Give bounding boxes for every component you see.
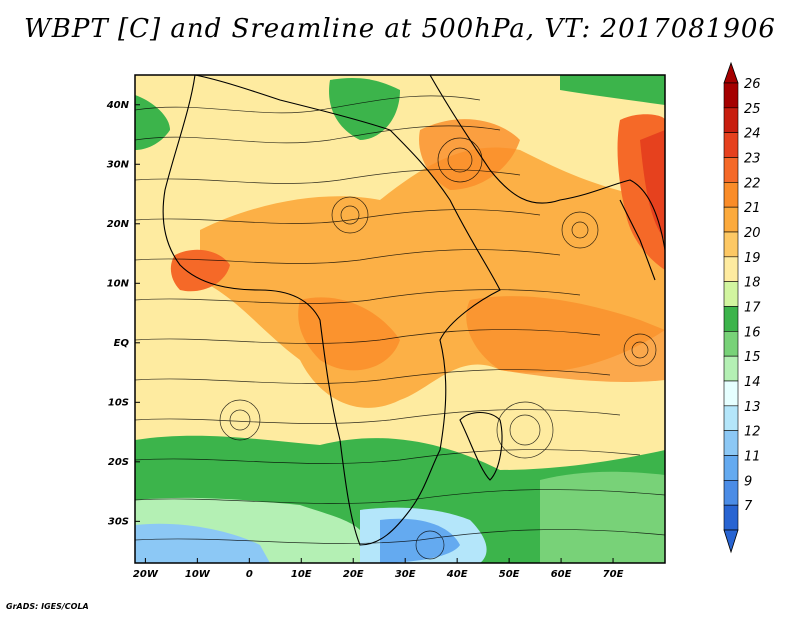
colorbar-segment — [723, 455, 739, 481]
colorbar-label: 20 — [744, 226, 761, 241]
colorbar-label: 26 — [744, 77, 761, 92]
lat-label-10n: 10N — [107, 278, 130, 289]
longitude-labels: 20W 10W 0 10E 20E 30E 40E 50E 60E 70E — [133, 558, 624, 580]
latitude-labels: 40N 30N 20N 10N EQ 10S 20S 30S — [106, 100, 140, 527]
map-frame — [134, 74, 666, 564]
colorbar-label: 23 — [744, 152, 761, 167]
colorbar-bottom-arrow — [723, 529, 739, 554]
colorbar-segment — [723, 405, 739, 431]
colorbar-label: 14 — [744, 375, 761, 390]
colorbar-segment — [723, 380, 739, 407]
colorbar-top-arrow — [723, 61, 739, 84]
colorbar-label: 22 — [744, 176, 761, 191]
colorbar-segment — [723, 132, 739, 158]
lon-label-20e: 20E — [343, 569, 364, 580]
credit-text: GrADS: IGES/COLA — [6, 602, 89, 611]
colorbar-segment — [723, 182, 739, 208]
colorbar-label: 13 — [744, 400, 761, 415]
lat-label-30n: 30N — [107, 159, 130, 170]
colorbar-segment — [723, 256, 739, 282]
colorbar-segment — [723, 231, 739, 258]
lon-label-40e: 40E — [446, 569, 468, 580]
colorbar-label: 24 — [744, 127, 761, 142]
colorbar-segment — [723, 206, 739, 233]
colorbar-label: 9 — [744, 474, 752, 489]
colorbar-label: 19 — [744, 251, 761, 266]
colorbar-label: 17 — [744, 301, 761, 316]
lat-label-20s: 20S — [108, 457, 129, 468]
colorbar-label: 7 — [744, 499, 753, 514]
colorbar-label: 18 — [744, 276, 761, 291]
lat-label-30s: 30S — [108, 516, 129, 527]
colorbar-segment — [723, 82, 739, 109]
colorbar-segment — [723, 281, 739, 307]
colorbar-segment — [723, 157, 739, 183]
colorbar-segment — [723, 504, 739, 531]
colorbar-segment — [723, 331, 739, 357]
lon-label-50e: 50E — [499, 569, 520, 580]
lat-label-20n: 20N — [107, 219, 130, 230]
colorbar-label: 21 — [744, 201, 761, 216]
lon-label-70e: 70E — [603, 569, 624, 580]
lon-label-0: 0 — [246, 569, 253, 580]
lon-label-10e: 10E — [291, 569, 312, 580]
colorbar-label: 25 — [744, 102, 761, 117]
wbpt-field — [135, 75, 665, 563]
colorbar-label: 12 — [744, 425, 761, 440]
colorbar-label: 15 — [744, 350, 761, 365]
lat-label-eq: EQ — [114, 338, 130, 349]
lon-label-20w: 20W — [133, 569, 159, 580]
colorbar-segment — [723, 480, 739, 506]
colorbar-label: 11 — [744, 450, 761, 465]
colorbar: 26 25 24 23 22 21 20 19 18 17 16 15 14 13 12 11 9 7 — [723, 61, 761, 554]
lat-label-10s: 10S — [108, 397, 129, 408]
colorbar-segment — [723, 430, 739, 456]
colorbar-segment — [723, 355, 739, 382]
lon-label-30e: 30E — [395, 569, 416, 580]
colorbar-segment — [723, 306, 739, 332]
lon-label-10w: 10W — [185, 569, 211, 580]
lon-label-60e: 60E — [551, 569, 572, 580]
colorbar-segment — [723, 107, 739, 133]
lat-label-40n: 40N — [106, 100, 130, 111]
map-title: WBPT [C] and Sreamline at 500hPa, VT: 20… — [24, 14, 776, 44]
colorbar-label: 16 — [744, 325, 761, 340]
